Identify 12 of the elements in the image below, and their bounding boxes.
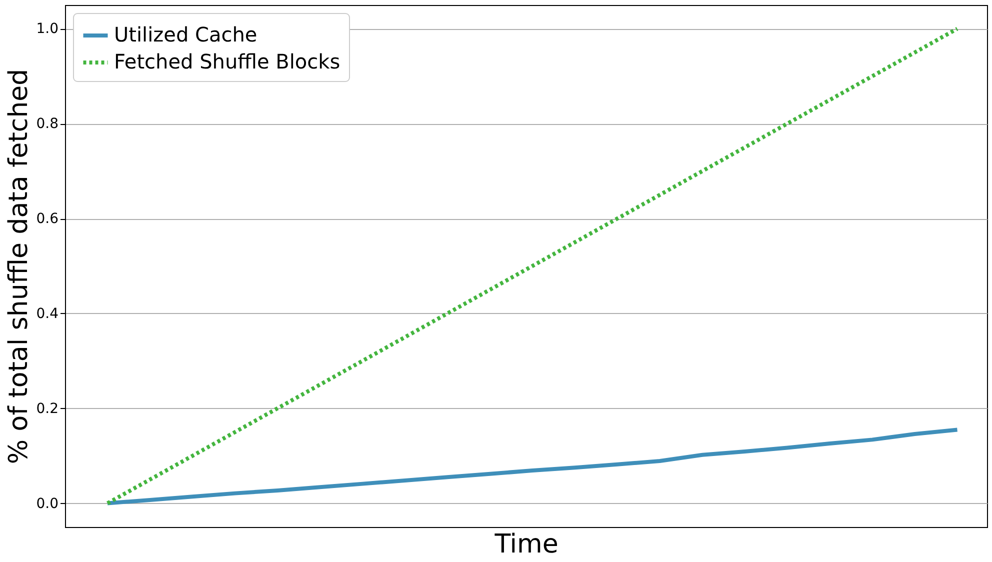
y-tick-label: 0.0 bbox=[36, 496, 58, 512]
legend-label: Utilized Cache bbox=[114, 22, 258, 46]
legend-label: Fetched Shuffle Blocks bbox=[114, 50, 340, 74]
y-tick-label: 0.2 bbox=[36, 400, 58, 417]
x-axis-title: Time bbox=[494, 530, 558, 560]
y-tick-label: 0.4 bbox=[36, 306, 59, 322]
line-series bbox=[105, 26, 960, 506]
y-tick-label: 0.6 bbox=[36, 211, 59, 228]
y-tick-label: 0.8 bbox=[36, 116, 58, 132]
line-series bbox=[105, 428, 960, 506]
y-tick-label: 1.0 bbox=[36, 21, 58, 38]
y-axis-title: % of total shuffle data fetched bbox=[4, 68, 34, 464]
